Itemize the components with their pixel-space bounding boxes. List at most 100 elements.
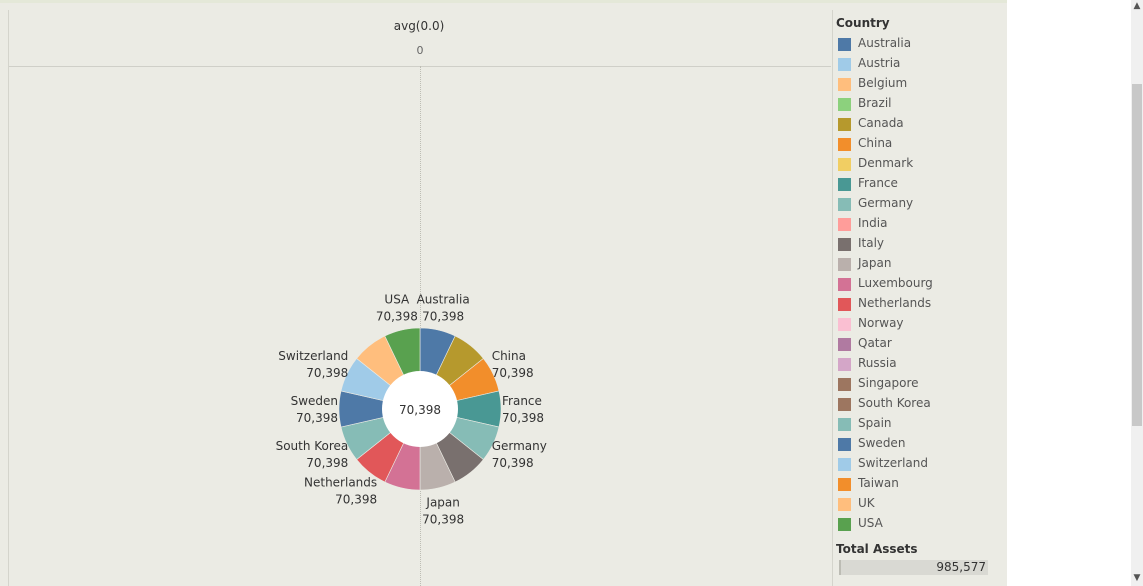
- zero-reference-line: [420, 66, 421, 586]
- legend-item[interactable]: USA: [838, 516, 988, 532]
- legend-item[interactable]: Russia: [838, 356, 988, 372]
- legend-item[interactable]: India: [838, 216, 988, 232]
- legend-swatch: [838, 218, 851, 231]
- legend-item[interactable]: Taiwan: [838, 476, 988, 492]
- legend-item[interactable]: Japan: [838, 256, 988, 272]
- legend-item[interactable]: Australia: [838, 36, 988, 52]
- legend-item[interactable]: France: [838, 176, 988, 192]
- legend-swatch: [838, 278, 851, 291]
- legend-label: Spain: [858, 416, 892, 430]
- slice-category-label: USA: [384, 293, 410, 307]
- legend-swatch: [838, 198, 851, 211]
- legend-swatch: [838, 298, 851, 311]
- legend-item[interactable]: Norway: [838, 316, 988, 332]
- slice-category-label: China: [492, 349, 526, 363]
- slice-value-label: 70,398: [492, 366, 534, 380]
- slice-value-label: 70,398: [492, 456, 534, 470]
- legend-label: Belgium: [858, 76, 908, 90]
- size-legend-bar: 985,577: [839, 560, 988, 575]
- slice-value-label: 70,398: [422, 512, 464, 526]
- donut-chart[interactable]: Australia 70,398 China 70,398 France 70,398 Ge…: [0, 0, 1007, 586]
- legend-label: China: [858, 136, 893, 150]
- legend-label: Netherlands: [858, 296, 932, 310]
- legend-item[interactable]: Italy: [838, 236, 988, 252]
- legend-swatch: [838, 398, 851, 411]
- legend-label: Luxembourg: [858, 276, 933, 290]
- legend-label: Germany: [858, 196, 914, 210]
- legend-item[interactable]: Canada: [838, 116, 988, 132]
- size-legend-title: Total Assets: [836, 542, 918, 556]
- legend-label: Australia: [858, 36, 912, 50]
- scrollbar-thumb[interactable]: [1132, 84, 1142, 426]
- slice-category-label: Switzerland: [278, 349, 348, 363]
- legend-item[interactable]: Qatar: [838, 336, 988, 352]
- slice-category-label: Germany: [492, 439, 547, 453]
- legend-label: Norway: [858, 316, 904, 330]
- donut-hole: [382, 371, 458, 447]
- color-legend: Country Australia Austria Belgium Brazil Can…: [832, 10, 990, 586]
- plot-frame: [8, 10, 833, 586]
- column-header-title: avg(0.0): [393, 19, 445, 33]
- legend-label: Switzerland: [858, 456, 928, 470]
- slice-value-label: 70,398: [376, 310, 418, 324]
- legend-swatch: [838, 378, 851, 391]
- legend-swatch: [838, 358, 851, 371]
- legend-swatch: [838, 138, 851, 151]
- slice-category-label: Sweden: [291, 394, 338, 408]
- legend-item[interactable]: Brazil: [838, 96, 988, 112]
- scroll-up-arrow-icon[interactable]: ▲: [1133, 1, 1141, 11]
- legend-item[interactable]: South Korea: [838, 396, 988, 412]
- legend-label: Canada: [858, 116, 904, 130]
- legend-item[interactable]: UK: [838, 496, 988, 512]
- legend-label: UK: [858, 496, 875, 510]
- legend-label: Japan: [858, 256, 892, 270]
- size-legend-value: 985,577: [936, 560, 986, 574]
- legend-label: Singapore: [858, 376, 919, 390]
- legend-label: USA: [858, 516, 883, 530]
- legend-swatch: [838, 418, 851, 431]
- legend-label: France: [858, 176, 898, 190]
- legend-label: Denmark: [858, 156, 914, 170]
- legend-title: Country: [836, 16, 890, 30]
- legend-item[interactable]: Sweden: [838, 436, 988, 452]
- legend-item[interactable]: Belgium: [838, 76, 988, 92]
- legend-swatch: [838, 178, 851, 191]
- slice-category-label: France: [502, 394, 542, 408]
- legend-item[interactable]: Singapore: [838, 376, 988, 392]
- legend-label: Sweden: [858, 436, 906, 450]
- slice-category-label: Netherlands: [304, 475, 377, 489]
- slice-category-label: Japan: [425, 495, 459, 509]
- legend-item[interactable]: Denmark: [838, 156, 988, 172]
- legend-swatch: [838, 518, 851, 531]
- slice-value-label: 70,398: [306, 366, 348, 380]
- legend-swatch: [838, 58, 851, 71]
- slice-value-label: 70,398: [502, 411, 544, 425]
- legend-label: Qatar: [858, 336, 892, 350]
- legend-swatch: [838, 78, 851, 91]
- slice-value-label: 70,398: [335, 492, 377, 506]
- slice-category-label: Australia: [417, 293, 470, 307]
- legend-item[interactable]: China: [838, 136, 988, 152]
- legend-swatch: [838, 458, 851, 471]
- legend-item[interactable]: Luxembourg: [838, 276, 988, 292]
- slice-value-label: 70,398: [422, 310, 464, 324]
- legend-label: Taiwan: [858, 476, 899, 490]
- scroll-down-arrow-icon[interactable]: ▼: [1133, 573, 1141, 583]
- legend-item[interactable]: Switzerland: [838, 456, 988, 472]
- donut-center-label: 70,398: [399, 403, 441, 417]
- legend-item[interactable]: Austria: [838, 56, 988, 72]
- slice-value-label: 70,398: [306, 456, 348, 470]
- legend-label: India: [858, 216, 888, 230]
- slice-value-label: 70,398: [296, 411, 338, 425]
- legend-swatch: [838, 478, 851, 491]
- legend-item[interactable]: Germany: [838, 196, 988, 212]
- legend-swatch: [838, 258, 851, 271]
- legend-item[interactable]: Spain: [838, 416, 988, 432]
- legend-swatch: [838, 38, 851, 51]
- column-axis-zero-tick: 0: [416, 44, 424, 57]
- legend-item[interactable]: Netherlands: [838, 296, 988, 312]
- slice-category-label: South Korea: [276, 439, 349, 453]
- legend-swatch: [838, 158, 851, 171]
- legend-label: Italy: [858, 236, 885, 250]
- legend-swatch: [838, 318, 851, 331]
